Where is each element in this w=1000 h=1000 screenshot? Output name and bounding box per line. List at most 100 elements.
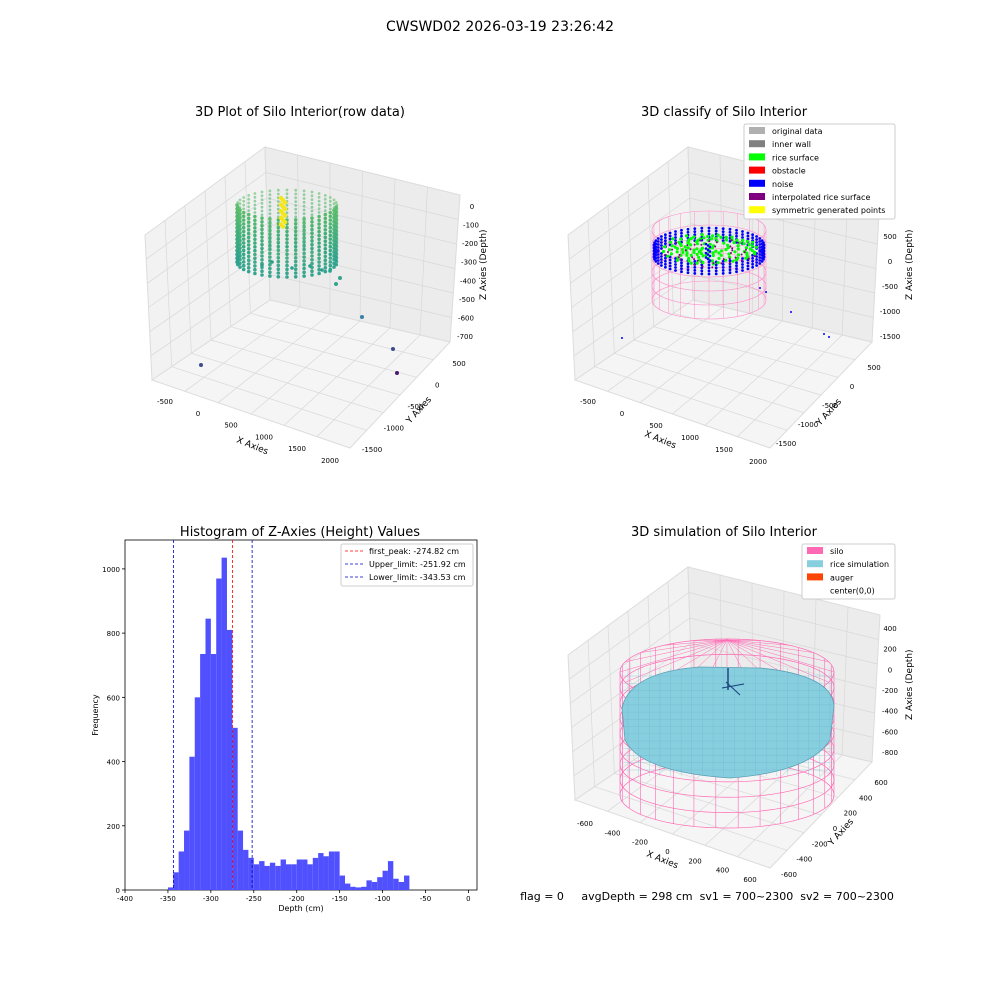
raw-point (260, 194, 264, 198)
cls-rice-point (719, 253, 723, 257)
raw-point (332, 213, 336, 217)
cls-rice-point (685, 253, 689, 257)
cls-noise-point (686, 230, 690, 234)
sim-z-ticks: 400 200 0 -200 -400 -600 -800 (882, 625, 898, 757)
silo-roof-line (640, 639, 728, 653)
cls-noise-point (741, 266, 744, 269)
cls-noise-point (721, 269, 725, 272)
hist-bar (194, 697, 201, 890)
raw-point (253, 214, 257, 218)
cls-legend-label: rice surface (772, 153, 819, 162)
raw-point (294, 230, 298, 234)
cls-noise-point (693, 266, 697, 269)
raw-point-cloud (235, 188, 339, 279)
cls-noise-point (707, 232, 711, 236)
raw-point (285, 260, 289, 264)
raw-point (242, 234, 246, 237)
raw-point (302, 270, 306, 275)
hist-bar (355, 887, 362, 890)
panel-raw-title: 3D Plot of Silo Interior(row data) (195, 105, 405, 120)
raw-point (268, 216, 272, 219)
hist-bars (167, 557, 410, 890)
raw-point (285, 196, 289, 200)
raw-point (317, 241, 321, 245)
raw-point (294, 204, 298, 207)
raw-point (253, 199, 257, 203)
cls-noise-point (746, 237, 750, 241)
auger-blade (725, 681, 741, 696)
raw-point (293, 252, 298, 256)
raw-point (276, 192, 280, 196)
cls-noise-point (700, 269, 704, 273)
z-tick-label: 0 (888, 666, 892, 674)
raw-point (328, 226, 332, 230)
raw-point (285, 192, 289, 196)
raw-point (294, 234, 298, 238)
raw-point (260, 205, 264, 209)
raw-point (302, 235, 306, 238)
cls-rice-point (689, 253, 693, 257)
raw-point (317, 207, 321, 211)
raw-point (247, 216, 251, 220)
hist-bar (200, 653, 206, 890)
cls-rice-point (726, 246, 730, 250)
cls-noise-point (664, 256, 667, 260)
z-tick-label: -500 (882, 283, 898, 291)
raw-point (253, 207, 257, 211)
cls-noise-point (668, 258, 672, 262)
cls-rice-point (687, 238, 691, 242)
cls-interp-point (729, 245, 732, 248)
raw-point (268, 270, 272, 275)
cls-rice-point (736, 253, 741, 257)
raw-point (238, 198, 242, 202)
raw-point (334, 220, 338, 223)
panel-classify-3d: 3D classify of Silo Interior -500 0 500 100… (567, 105, 915, 466)
y-tick-label: 0 (833, 825, 837, 833)
raw-peak-point (282, 206, 288, 212)
raw-point (310, 269, 314, 274)
cls-noise-point (755, 238, 758, 241)
silo-roof-line (726, 639, 814, 653)
raw-point (238, 209, 242, 213)
raw-point (238, 221, 242, 225)
cls-noise-point (686, 265, 690, 269)
cls-x-ticks: -500 0 500 1000 1500 2000 (580, 398, 767, 466)
raw-point (323, 216, 327, 220)
cls-rice-point (717, 256, 721, 260)
cls-interp-point (712, 262, 715, 265)
raw-point (260, 263, 264, 267)
raw-point (302, 227, 306, 231)
raw-outliers (199, 276, 399, 375)
cls-noise-point (728, 227, 732, 231)
raw-point (238, 217, 242, 221)
raw-point (247, 220, 251, 224)
z-tick-label: -1500 (880, 333, 900, 341)
cls-noise-point (704, 242, 708, 246)
raw-point (332, 232, 336, 236)
x-tick-label: -400 (117, 895, 133, 903)
raw-point (268, 189, 272, 193)
hist-bar (318, 853, 324, 890)
y-tick-label: -400 (796, 856, 812, 864)
cls-noise-point (664, 259, 667, 263)
cls-noise-point (755, 235, 758, 238)
sim-legend-swatch (807, 547, 823, 554)
hist-bar (264, 865, 270, 890)
hist-bar (323, 856, 329, 890)
raw-point (242, 218, 246, 222)
cls-noise-point (708, 254, 712, 258)
cls-noise-point (823, 333, 825, 335)
cls-rice-point (724, 248, 728, 252)
hist-bar (221, 557, 227, 890)
raw-point (332, 221, 336, 225)
cls-noise-point (693, 233, 697, 237)
raw-point (334, 201, 338, 204)
cls-rice-point (699, 248, 703, 252)
cls-noise-point (664, 239, 667, 243)
cls-noise-point (721, 239, 725, 243)
raw-point (302, 255, 306, 259)
cls-noise-point (668, 267, 672, 271)
raw-point (268, 223, 272, 227)
raw-point (317, 256, 321, 261)
raw-point (294, 188, 298, 192)
